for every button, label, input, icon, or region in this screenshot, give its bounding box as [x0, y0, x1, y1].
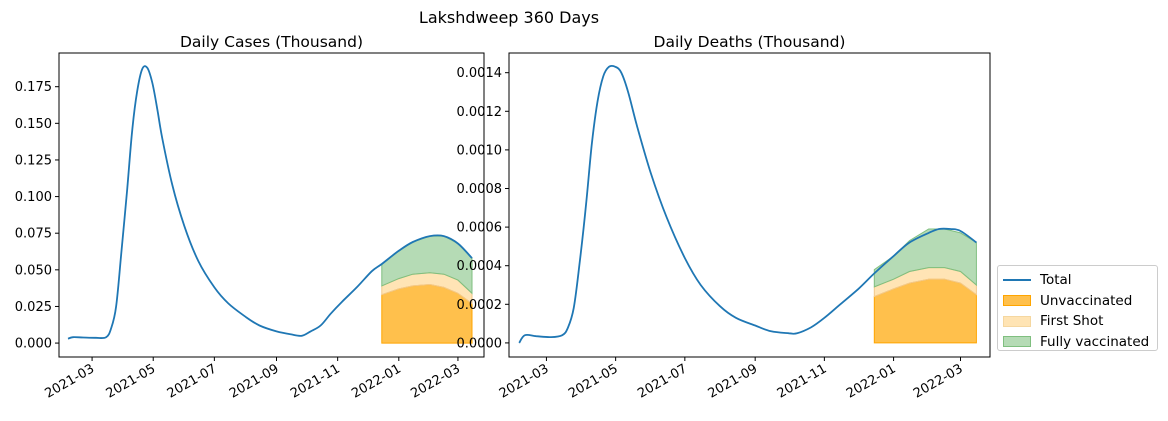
- x-tick-label: 2021-09: [706, 361, 761, 401]
- y-tick-label: 0.0008: [457, 182, 503, 197]
- legend-entry-first-shot: First Shot: [1003, 311, 1151, 332]
- y-tick-label: 0.0012: [457, 105, 503, 120]
- series-line-total: [67, 65, 473, 340]
- legend-swatch-unvaccinated: [1003, 295, 1031, 307]
- y-tick-label: 0.0002: [457, 298, 503, 313]
- x-tick-label: 2021-07: [635, 361, 690, 401]
- plot-frame: [58, 52, 485, 358]
- y-tick-label: 0.125: [15, 153, 52, 168]
- legend-entry-fully-vaccinated: Fully vaccinated: [1003, 332, 1151, 353]
- x-tick-label: 2022-03: [911, 361, 966, 401]
- legend-entry-unvaccinated: Unvaccinated: [1003, 291, 1151, 312]
- x-tick-label: 2022-01: [844, 361, 899, 401]
- legend: Total Unvaccinated First Shot Fully vacc…: [997, 265, 1158, 351]
- y-tick-label: 0.100: [15, 190, 52, 205]
- x-tick-label: 2021-03: [497, 361, 552, 401]
- legend-entry-total: Total: [1003, 270, 1151, 291]
- chart-title: Daily Deaths (Thousand): [654, 33, 846, 51]
- y-tick-label: 0.025: [15, 300, 52, 315]
- x-tick-label: 2021-05: [104, 361, 159, 401]
- legend-swatch-fully-vaccinated: [1003, 336, 1031, 348]
- figure-suptitle: Lakshdweep 360 Days: [418, 8, 600, 27]
- y-tick-label: 0.0006: [457, 221, 503, 236]
- legend-swatch-first-shot: [1003, 315, 1031, 327]
- y-tick-label: 0.0000: [457, 336, 503, 351]
- chart-1: 0.000 0.025 0.050 0.075 0.100 0.125 0.150 0.175…: [15, 33, 485, 402]
- legend-swatch-total: [1003, 279, 1031, 282]
- legend-label-first-shot: First Shot: [1040, 313, 1104, 330]
- x-tick-label: 2021-09: [227, 361, 282, 401]
- legend-label-total: Total: [1040, 272, 1072, 289]
- x-tick-label: 2021-05: [566, 361, 621, 401]
- y-tick-label: 0.075: [15, 227, 52, 242]
- y-tick-label: 0.0004: [457, 259, 503, 274]
- y-tick-label: 0.0014: [457, 66, 503, 81]
- y-tick-label: 0.050: [15, 263, 52, 278]
- x-tick-label: 2021-03: [43, 361, 98, 401]
- legend-label-unvaccinated: Unvaccinated: [1040, 292, 1133, 309]
- area-fully-vaccinated: [873, 228, 977, 288]
- y-tick-label: 0.000: [15, 337, 52, 352]
- x-tick-label: 2021-11: [775, 361, 830, 401]
- legend-label-fully-vaccinated: Fully vaccinated: [1040, 333, 1150, 350]
- y-tick-label: 0.175: [15, 80, 52, 95]
- chart-title: Daily Cases (Thousand): [180, 33, 363, 51]
- series-line-total: [518, 65, 977, 344]
- chart-2: 0.0000 0.0002 0.0004 0.0006 0.0008 0.0010 0.00…: [457, 33, 991, 402]
- y-tick-label: 0.0010: [457, 143, 503, 158]
- x-tick-label: 2022-01: [349, 361, 404, 401]
- x-tick-label: 2022-03: [408, 361, 463, 401]
- plot-frame: [508, 52, 991, 358]
- x-tick-label: 2021-07: [165, 361, 220, 401]
- y-tick-label: 0.150: [15, 117, 52, 132]
- x-tick-label: 2021-11: [288, 361, 343, 401]
